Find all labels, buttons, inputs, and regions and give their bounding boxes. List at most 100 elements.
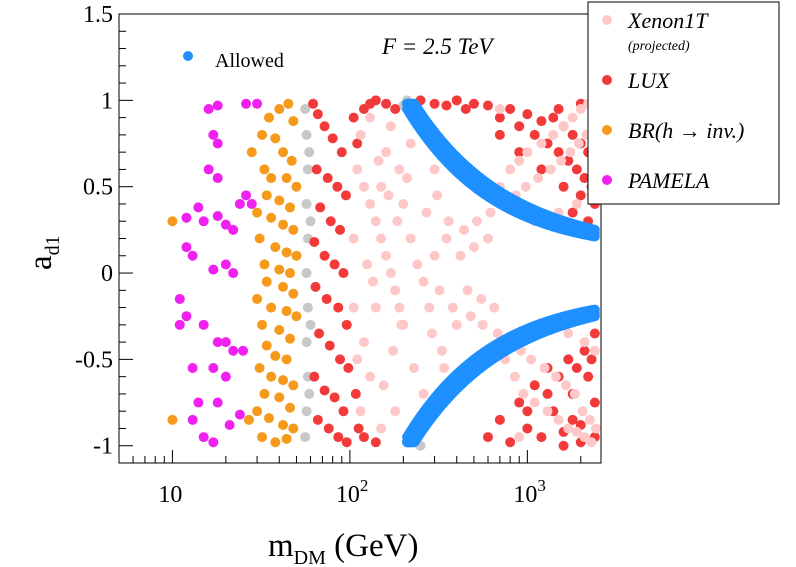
point-lux xyxy=(482,100,493,111)
point-invisible-width-grey xyxy=(301,337,312,348)
point-lux xyxy=(558,440,569,451)
point-lux xyxy=(429,98,440,109)
x-tick-label: 10 xyxy=(158,482,182,508)
point-br-h-inv xyxy=(266,173,277,184)
legend-marker xyxy=(602,125,612,135)
point-xenon1t-projected xyxy=(563,423,574,434)
y-axis-ticks: -1 -0.5 0 0.5 1 1.5 xyxy=(75,2,133,464)
point-xenon1t-projected xyxy=(589,345,600,356)
point-xenon1t-projected xyxy=(352,164,363,175)
point-pamela xyxy=(208,437,219,448)
point-xenon1t-projected xyxy=(355,406,366,417)
point-pamela xyxy=(220,259,231,270)
annotation-text: F = 2.5 TeV xyxy=(381,34,495,59)
point-xenon1t-projected xyxy=(533,173,544,184)
point-lux xyxy=(348,112,359,123)
point-xenon1t-projected xyxy=(383,190,394,201)
point-br-h-inv xyxy=(274,325,285,336)
point-lux xyxy=(310,281,321,292)
point-lux xyxy=(451,95,462,106)
point-br-h-inv xyxy=(274,103,285,114)
point-xenon1t-projected xyxy=(385,121,396,132)
point-xenon1t-projected xyxy=(376,181,387,192)
point-xenon1t-projected xyxy=(565,147,576,158)
point-pamela xyxy=(203,103,214,114)
point-lux xyxy=(341,319,352,330)
point-xenon1t-projected xyxy=(402,173,413,184)
point-xenon1t-projected xyxy=(558,121,569,132)
point-lux xyxy=(529,380,540,391)
point-lux xyxy=(322,173,333,184)
point-lux xyxy=(536,432,547,443)
point-br-h-inv xyxy=(246,147,257,158)
point-br-h-inv xyxy=(285,202,296,213)
point-pamela xyxy=(238,345,249,356)
point-lux xyxy=(553,103,564,114)
point-pamela xyxy=(228,224,239,235)
point-xenon1t-projected xyxy=(526,354,537,365)
point-br-h-inv xyxy=(285,333,296,344)
point-pamela xyxy=(181,212,192,223)
allowed-legend-label: Allowed xyxy=(215,50,284,72)
y-tick-label: 1 xyxy=(101,88,113,114)
point-pamela xyxy=(198,432,209,443)
point-lux xyxy=(571,363,582,374)
point-br-h-inv xyxy=(266,371,277,382)
point-pamela xyxy=(208,264,219,275)
point-xenon1t-projected xyxy=(542,406,553,417)
point-br-h-inv xyxy=(252,207,263,218)
point-invisible-width-grey xyxy=(305,216,316,227)
point-lux xyxy=(311,164,322,175)
point-lux xyxy=(514,147,525,158)
point-lux xyxy=(309,371,320,382)
point-lux xyxy=(589,397,600,408)
point-br-h-inv xyxy=(283,98,294,109)
point-xenon1t-projected xyxy=(465,311,476,322)
point-xenon1t-projected xyxy=(462,285,473,296)
point-lux xyxy=(553,147,564,158)
point-lux xyxy=(542,388,553,399)
point-pamela xyxy=(174,319,185,330)
point-xenon1t-projected xyxy=(567,112,578,123)
point-lux xyxy=(319,121,330,132)
point-lux xyxy=(563,155,574,166)
point-lux xyxy=(370,95,381,106)
point-br-h-inv xyxy=(254,233,265,244)
point-br-h-inv xyxy=(257,319,268,330)
point-xenon1t-projected xyxy=(434,285,445,296)
point-lux xyxy=(324,340,335,351)
point-xenon1t-projected xyxy=(370,302,381,313)
point-lux xyxy=(583,371,594,382)
point-lux xyxy=(468,98,479,109)
point-lux xyxy=(315,202,326,213)
point-pamela xyxy=(187,363,198,374)
point-br-h-inv xyxy=(278,281,289,292)
point-xenon1t-projected xyxy=(459,224,470,235)
point-xenon1t-projected xyxy=(405,138,416,149)
point-xenon1t-projected xyxy=(447,302,458,313)
point-br-h-inv xyxy=(278,420,289,431)
point-pamela xyxy=(212,337,223,348)
point-lux xyxy=(522,109,533,120)
legend-marker xyxy=(602,175,612,185)
x-axis-label: mDM (GeV) xyxy=(268,528,418,567)
point-xenon1t-projected xyxy=(405,233,416,244)
point-lux xyxy=(536,164,547,175)
point-pamela xyxy=(234,409,245,420)
point-lux xyxy=(319,385,330,396)
point-lux xyxy=(336,147,347,158)
point-br-h-inv xyxy=(259,259,270,270)
point-pamela xyxy=(224,420,235,431)
point-xenon1t-projected xyxy=(489,302,500,313)
point-pamela xyxy=(212,138,223,149)
legend-sublabel: (projected) xyxy=(628,39,690,54)
point-br-h-inv xyxy=(274,264,285,275)
point-br-h-inv xyxy=(281,354,292,365)
point-xenon1t-projected xyxy=(584,414,595,425)
point-xenon1t-projected xyxy=(577,406,588,417)
point-br-h-inv xyxy=(261,340,272,351)
point-lux xyxy=(308,98,319,109)
legend-marker xyxy=(602,15,612,25)
point-xenon1t-projected xyxy=(573,138,584,149)
